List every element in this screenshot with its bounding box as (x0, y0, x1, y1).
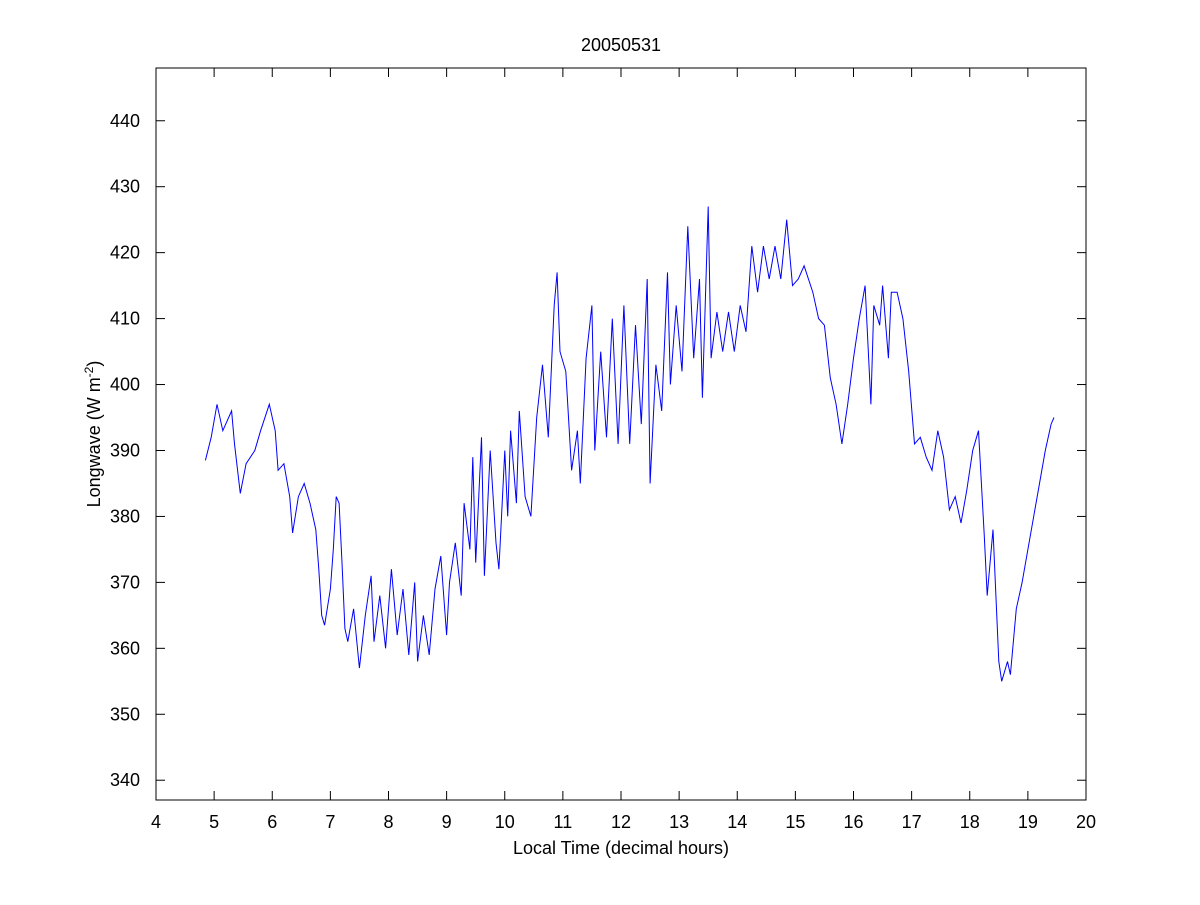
y-tick-label: 440 (110, 111, 140, 131)
y-tick-label: 410 (110, 309, 140, 329)
y-axis-label-close: ) (84, 361, 104, 367)
y-axis-label-superscript: -2 (82, 366, 96, 377)
y-tick-label: 390 (110, 440, 140, 460)
x-tick-label: 7 (325, 812, 335, 832)
y-tick-label: 380 (110, 506, 140, 526)
y-tick-label: 370 (110, 572, 140, 592)
chart-title: 20050531 (581, 35, 661, 55)
y-tick-label: 420 (110, 243, 140, 263)
y-tick-label: 430 (110, 177, 140, 197)
x-tick-label: 20 (1076, 812, 1096, 832)
y-axis-label-main: Longwave (W m (84, 377, 104, 507)
x-axis-label: Local Time (decimal hours) (513, 838, 729, 858)
y-tick-label: 360 (110, 638, 140, 658)
x-tick-label: 10 (495, 812, 515, 832)
x-tick-label: 14 (727, 812, 747, 832)
x-tick-label: 11 (554, 812, 573, 832)
plot-area (155, 67, 1087, 801)
y-tick-label: 350 (110, 704, 140, 724)
x-tick-label: 15 (785, 812, 805, 832)
y-axis: 340 350 360 370 380 390 400 410 420 430 440 (110, 111, 1086, 790)
y-tick-label: 340 (110, 770, 140, 790)
x-tick-label: 17 (902, 812, 922, 832)
series-line-longwave (204, 206, 1055, 682)
x-tick-label: 12 (611, 812, 631, 832)
x-tick-label: 18 (960, 812, 980, 832)
x-tick-label: 13 (669, 812, 689, 832)
x-tick-label: 9 (442, 812, 452, 832)
x-tick-label: 4 (151, 812, 161, 832)
y-axis-label: Longwave (W m-2) (82, 361, 104, 508)
x-tick-label: 16 (843, 812, 863, 832)
x-tick-label: 5 (209, 812, 219, 832)
x-tick-label: 8 (383, 812, 393, 832)
x-axis: 4 5 6 7 8 9 10 11 12 13 14 15 16 17 18 19 20 (151, 68, 1096, 832)
x-tick-label: 6 (267, 812, 277, 832)
y-tick-label: 400 (110, 375, 140, 395)
x-tick-label: 19 (1018, 812, 1038, 832)
